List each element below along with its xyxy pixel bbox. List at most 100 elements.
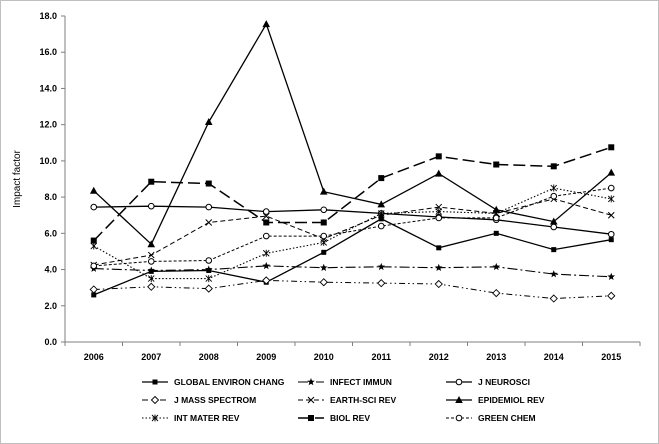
data-point — [147, 282, 156, 291]
series-line — [93, 187, 612, 280]
legend-entry: EPIDEMIOL REV — [446, 395, 545, 405]
data-point — [608, 144, 615, 151]
data-point — [204, 284, 213, 293]
data-point — [550, 163, 557, 170]
series-j-neurosci — [90, 202, 615, 238]
data-point — [607, 168, 616, 176]
y-tick-label: 0.0 — [44, 337, 57, 347]
data-point — [147, 251, 155, 259]
data-point — [205, 203, 213, 211]
data-point — [377, 209, 385, 217]
data-point — [204, 117, 213, 125]
legend-swatch-marker — [455, 378, 463, 386]
x-tick-label: 2015 — [601, 352, 621, 362]
data-point — [434, 169, 443, 177]
x-tick-label: 2011 — [371, 352, 391, 362]
data-point — [262, 208, 270, 215]
series-j-mass-spectrom — [89, 276, 616, 303]
data-point — [436, 245, 442, 251]
y-tick-label: 4.0 — [44, 265, 57, 275]
legend-entry: INT MATER REV — [142, 413, 240, 423]
legend-label: GREEN CHEM — [478, 413, 536, 423]
data-point — [148, 178, 155, 185]
y-tick-label: 8.0 — [44, 192, 57, 202]
series-int-mater-rev — [90, 184, 615, 283]
data-point — [262, 261, 271, 270]
data-point — [262, 20, 271, 28]
x-tick-label: 2008 — [199, 352, 219, 362]
data-point — [492, 214, 500, 222]
x-tick-label: 2009 — [256, 352, 276, 362]
data-point — [607, 230, 615, 238]
data-point — [319, 278, 328, 287]
series-line — [93, 218, 612, 296]
y-tick-label: 18.0 — [39, 11, 57, 21]
data-point — [493, 161, 500, 168]
legend-label: J NEUROSCI — [478, 377, 530, 387]
data-point — [607, 272, 616, 281]
series-line — [93, 205, 612, 235]
data-point — [550, 192, 558, 200]
x-tick-label: 2010 — [314, 352, 334, 362]
x-tick-label: 2007 — [141, 352, 161, 362]
legend-swatch-marker — [455, 414, 463, 422]
series-line — [93, 146, 612, 242]
data-point — [377, 200, 386, 208]
data-point — [549, 217, 558, 225]
data-point — [607, 195, 615, 203]
data-point — [550, 184, 558, 192]
x-tick-label: 2006 — [84, 352, 104, 362]
legend-swatch-marker — [150, 395, 160, 405]
y-tick-label: 2.0 — [44, 301, 57, 311]
data-point — [434, 263, 443, 271]
data-point — [549, 270, 558, 278]
data-point — [493, 230, 499, 236]
data-point — [262, 276, 271, 285]
legend-label: EARTH-SCI REV — [330, 395, 396, 405]
data-point — [205, 275, 213, 283]
data-point — [90, 237, 97, 244]
data-point — [377, 279, 386, 288]
x-tick-label: 2014 — [544, 352, 564, 362]
x-tick-label: 2012 — [429, 352, 449, 362]
data-point — [205, 219, 213, 226]
legend-entry: BIOL REV — [298, 413, 370, 423]
series-epidemiol-rev — [89, 20, 616, 248]
data-point — [147, 202, 155, 210]
data-point — [435, 153, 442, 160]
data-point — [319, 187, 328, 195]
legend-label: EPIDEMIOL REV — [478, 395, 545, 405]
data-point — [89, 285, 98, 294]
data-point — [205, 180, 212, 187]
data-point — [435, 208, 443, 216]
data-point — [607, 184, 615, 192]
legend-entry: GREEN CHEM — [446, 413, 536, 423]
series-line — [93, 265, 612, 278]
data-point — [147, 240, 156, 248]
series-line — [93, 279, 612, 300]
data-point — [492, 288, 501, 298]
legend-swatch-marker — [455, 396, 463, 403]
data-point — [377, 262, 386, 271]
data-point — [262, 212, 270, 220]
legend-entry: GLOBAL ENVIRON CHANG — [142, 377, 285, 387]
data-point — [378, 175, 385, 182]
data-point — [492, 262, 501, 271]
data-point — [321, 249, 327, 255]
legend-entry: J MASS SPECTROM — [142, 395, 256, 405]
legend-swatch-marker — [152, 379, 158, 385]
data-point — [320, 232, 328, 240]
data-point — [205, 257, 213, 264]
y-tick-label: 10.0 — [39, 156, 57, 166]
y-tick-label: 12.0 — [39, 120, 57, 130]
legend-label: INFECT IMMUN — [330, 377, 392, 387]
legend-swatch-marker — [308, 415, 314, 421]
data-point — [90, 242, 98, 250]
legend-label: BIOL REV — [330, 413, 370, 423]
legend-swatch-marker — [307, 396, 315, 404]
data-point — [320, 219, 327, 226]
series-green-chem — [90, 184, 615, 270]
data-point — [551, 247, 557, 253]
data-point — [263, 219, 270, 226]
